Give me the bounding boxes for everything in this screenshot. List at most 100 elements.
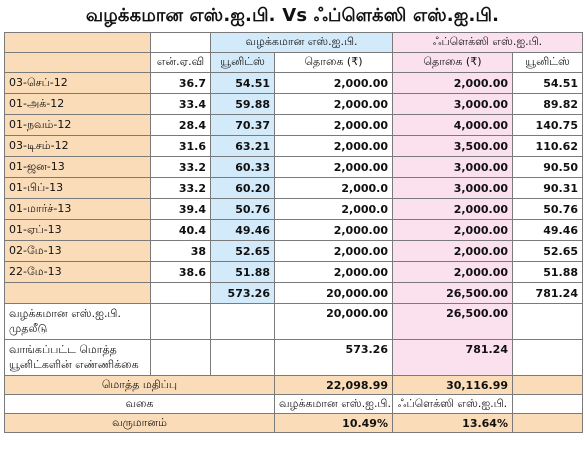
cell-date: 01-அக்-12	[4, 93, 151, 115]
cell-nav: 39.4	[150, 198, 211, 220]
cell-nav: 33.2	[150, 156, 211, 178]
cell-flexi-amount: 4,000.00	[392, 114, 513, 136]
blank-cell	[150, 303, 211, 340]
cell-amount: 2,000.00	[274, 261, 393, 283]
investment-flexi: 26,500.00	[392, 303, 513, 340]
table-row: 22-மே-13 38.6 51.88 2,000.00 2,000.00 51.88	[4, 261, 583, 283]
cell-flexi-amount: 2,000.00	[392, 261, 513, 283]
cell-date: 03-செப்-12	[4, 72, 151, 94]
total-value-label: மொத்த மதிப்பு	[4, 375, 275, 395]
blank-cell	[210, 339, 275, 376]
cell-amount: 2,000.00	[274, 240, 393, 262]
table-row: 02-மே-13 38 52.65 2,000.00 2,000.00 52.65	[4, 240, 583, 262]
cell-nav: 28.4	[150, 114, 211, 136]
cell-flexi-units: 54.51	[512, 72, 583, 94]
cell-date: 01-ஜன-13	[4, 156, 151, 178]
cell-nav: 38	[150, 240, 211, 262]
cell-amount: 2,000.00	[274, 135, 393, 157]
cell-amount: 2,000.00	[274, 219, 393, 241]
units-bought-flexi: 781.24	[392, 339, 513, 376]
cell-nav: 38.6	[150, 261, 211, 283]
total-value-flexi: 30,116.99	[392, 375, 513, 395]
cell-units: 60.33	[210, 156, 275, 178]
type-flexi: ஃப்ளெக்ஸி எஸ்.ஐ.பி.	[392, 394, 513, 414]
investment-regular: 20,000.00	[274, 303, 393, 340]
header-column-row: என்.ஏ.வி யூனிட்ஸ் தொகை (₹) தொகை (₹) யூனி…	[4, 52, 583, 73]
cell-units: 70.37	[210, 114, 275, 136]
cell-flexi-units: 140.75	[512, 114, 583, 136]
header-blank-cell	[4, 52, 151, 73]
totals-blank-cell	[150, 282, 211, 304]
blank-cell	[512, 394, 583, 414]
cell-date: 01-பிப்-13	[4, 177, 151, 199]
blank-cell	[512, 413, 583, 433]
header-flexi-sip: ஃப்ளெக்ஸி எஸ்.ஐ.பி.	[392, 32, 583, 53]
cell-amount: 2,000.00	[274, 156, 393, 178]
header-nav: என்.ஏ.வி	[150, 52, 211, 73]
cell-flexi-amount: 2,000.00	[392, 198, 513, 220]
header-units: யூனிட்ஸ்	[210, 52, 275, 73]
cell-flexi-amount: 3,000.00	[392, 177, 513, 199]
cell-units: 50.76	[210, 198, 275, 220]
type-regular: வழக்கமான எஸ்.ஐ.பி.	[274, 394, 393, 414]
cell-date: 22-மே-13	[4, 261, 151, 283]
returns-row: வருமானம் 10.49% 13.64%	[4, 413, 583, 433]
units-bought-label: வாங்கப்பட்ட மொத்த யூனிட்களின் எண்ணிக்கை	[4, 339, 151, 376]
cell-flexi-amount: 3,000.00	[392, 156, 513, 178]
header-group-row: வழக்கமான எஸ்.ஐ.பி. ஃப்ளெக்ஸி எஸ்.ஐ.பி.	[4, 32, 583, 53]
page-title: வழக்கமான எஸ்.ஐ.பி. Vs ஃப்ளெக்ஸி எஸ்.ஐ.பி…	[85, 5, 500, 26]
header-regular-sip: வழக்கமான எஸ்.ஐ.பி.	[210, 32, 393, 53]
cell-units: 63.21	[210, 135, 275, 157]
cell-date: 01-ஏப்-13	[4, 219, 151, 241]
investment-row: வழக்கமான எஸ்.ஐ.பி. முதலீடு 20,000.00 26,…	[4, 303, 583, 340]
cell-date: 01-மார்ச்-13	[4, 198, 151, 220]
cell-flexi-amount: 2,000.00	[392, 219, 513, 241]
header-blank-cell	[4, 32, 151, 53]
table-row: 03-செப்-12 36.7 54.51 2,000.00 2,000.00 54.51	[4, 72, 583, 94]
table-row: 01-அக்-12 33.4 59.88 2,000.00 3,000.00 89.82	[4, 93, 583, 115]
cell-flexi-amount: 3,500.00	[392, 135, 513, 157]
cell-nav: 33.4	[150, 93, 211, 115]
cell-nav: 40.4	[150, 219, 211, 241]
units-bought-regular: 573.26	[274, 339, 393, 376]
cell-units: 51.88	[210, 261, 275, 283]
table-row: 01-ஜன-13 33.2 60.33 2,000.00 3,000.00 90.50	[4, 156, 583, 178]
blank-cell	[512, 375, 583, 395]
header-blank-cell	[150, 32, 211, 53]
cell-flexi-units: 110.62	[512, 135, 583, 157]
cell-flexi-units: 49.46	[512, 219, 583, 241]
total-flexi-amount: 26,500.00	[392, 282, 513, 304]
blank-cell	[512, 303, 583, 340]
cell-flexi-amount: 2,000.00	[392, 240, 513, 262]
header-flexi-units: யூனிட்ஸ்	[512, 52, 583, 73]
header-flexi-amount: தொகை (₹)	[392, 52, 513, 73]
blank-cell	[150, 339, 211, 376]
blank-cell	[210, 303, 275, 340]
cell-flexi-units: 50.76	[512, 198, 583, 220]
table-row: 01-மார்ச்-13 39.4 50.76 2,000.0 2,000.00 50.7…	[4, 198, 583, 220]
type-label: வகை	[4, 394, 275, 414]
cell-flexi-units: 89.82	[512, 93, 583, 115]
cell-units: 60.20	[210, 177, 275, 199]
cell-date: 03-டிசம்-12	[4, 135, 151, 157]
total-amount: 20,000.00	[274, 282, 393, 304]
cell-units: 49.46	[210, 219, 275, 241]
total-value-row: மொத்த மதிப்பு 22,098.99 30,116.99	[4, 375, 583, 395]
cell-amount: 2,000.00	[274, 114, 393, 136]
cell-date: 01-நவம்-12	[4, 114, 151, 136]
total-flexi-units: 781.24	[512, 282, 583, 304]
cell-flexi-units: 90.50	[512, 156, 583, 178]
cell-amount: 2,000.00	[274, 72, 393, 94]
cell-nav: 31.6	[150, 135, 211, 157]
cell-units: 52.65	[210, 240, 275, 262]
cell-nav: 33.2	[150, 177, 211, 199]
blank-cell	[512, 339, 583, 376]
returns-label: வருமானம்	[4, 413, 275, 433]
totals-row: 573.26 20,000.00 26,500.00 781.24	[4, 282, 583, 304]
cell-date: 02-மே-13	[4, 240, 151, 262]
returns-flexi: 13.64%	[392, 413, 513, 433]
returns-regular: 10.49%	[274, 413, 393, 433]
cell-flexi-units: 52.65	[512, 240, 583, 262]
header-amount: தொகை (₹)	[274, 52, 393, 73]
table-row: 01-பிப்-13 33.2 60.20 2,000.0 3,000.00 90.31	[4, 177, 583, 199]
